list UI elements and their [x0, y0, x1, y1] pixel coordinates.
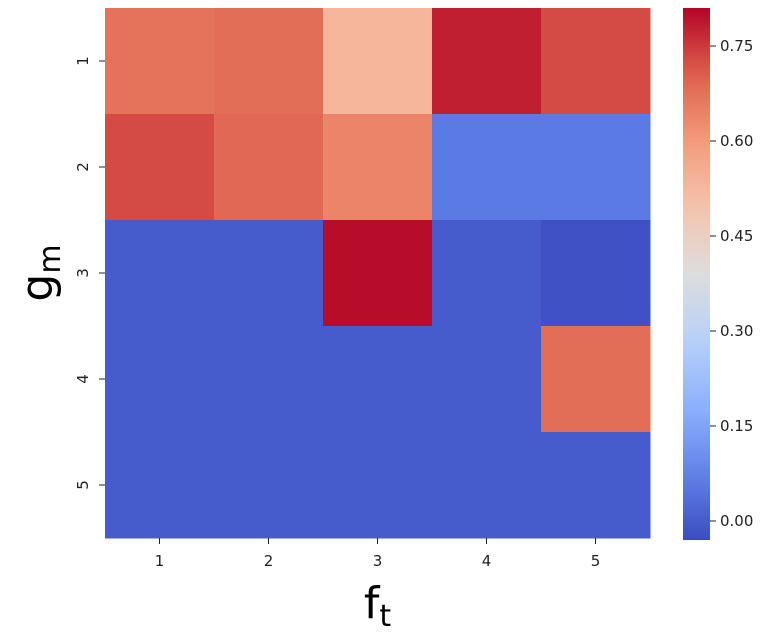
heatmap-cell-r5-c5 [541, 432, 651, 539]
x-tick-label: 3 [373, 552, 383, 570]
heatmap-cell-r2-c1 [105, 114, 215, 221]
colorbar-tick-label: 0.00 [720, 512, 753, 530]
heatmap-cell-r4-c4 [432, 326, 542, 433]
x-axis-title: ft [364, 578, 392, 634]
y-axis-title: gm [12, 244, 68, 301]
colorbar-ticks: 0.00 0.15 0.30 0.45 0.60 0.75 [710, 37, 753, 530]
y-axis-title-sub: m [33, 244, 68, 273]
colorbar-tick-label: 0.15 [720, 417, 753, 435]
heatmap-cell-r2-c4 [432, 114, 542, 221]
colorbar-tick-label: 0.30 [720, 322, 753, 340]
colorbar-tick-label: 0.75 [720, 37, 753, 55]
x-axis-title-sub: t [379, 599, 391, 634]
heatmap-cell-r5-c3 [323, 432, 433, 539]
heatmap-cell-r5-c1 [105, 432, 215, 539]
heatmap-cell-r3-c2 [214, 220, 324, 327]
heatmap-cell-r2-c5 [541, 114, 651, 221]
colorbar-tick-label: 0.60 [720, 132, 753, 150]
heatmap-cell-r3-c4 [432, 220, 542, 327]
x-tick-label: 1 [155, 552, 165, 570]
heatmap-cell-r2-c2 [214, 114, 324, 221]
heatmap-cell-r4-c5 [541, 326, 651, 433]
heatmap-cell-r5-c2 [214, 432, 324, 539]
heatmap-cell-r1-c3 [323, 8, 433, 115]
y-tick-label: 1 [74, 56, 92, 66]
heatmap-cell-r1-c2 [214, 8, 324, 115]
y-tick-label: 5 [74, 480, 92, 490]
heatmap-cell-r3-c5 [541, 220, 651, 327]
colorbar-tick-label: 0.45 [720, 227, 753, 245]
y-axis: 1 2 3 4 5 [74, 56, 105, 490]
heatmap-cell-r3-c1 [105, 220, 215, 327]
heatmap-cell-r4-c3 [323, 326, 433, 433]
x-tick-label: 5 [591, 552, 601, 570]
y-tick-label: 3 [74, 268, 92, 278]
heatmap-cell-r4-c2 [214, 326, 324, 433]
y-tick-label: 2 [74, 162, 92, 172]
heatmap-cell-r1-c4 [432, 8, 542, 115]
heatmap-cell-r4-c1 [105, 326, 215, 433]
x-axis: 1 2 3 4 5 [155, 538, 601, 570]
heatmap-cell-r1-c5 [541, 8, 651, 115]
x-tick-label: 4 [482, 552, 492, 570]
heatmap-cells [105, 8, 651, 539]
heatmap-cell-r1-c1 [105, 8, 215, 115]
heatmap-cell-r2-c3 [323, 114, 433, 221]
x-tick-label: 2 [264, 552, 274, 570]
heatmap-cell-r5-c4 [432, 432, 542, 539]
x-axis-title-main: f [364, 578, 381, 629]
colorbar [683, 8, 710, 540]
y-tick-label: 4 [74, 374, 92, 384]
heatmap-cell-r3-c3 [323, 220, 433, 327]
y-axis-title-main: g [12, 274, 63, 302]
